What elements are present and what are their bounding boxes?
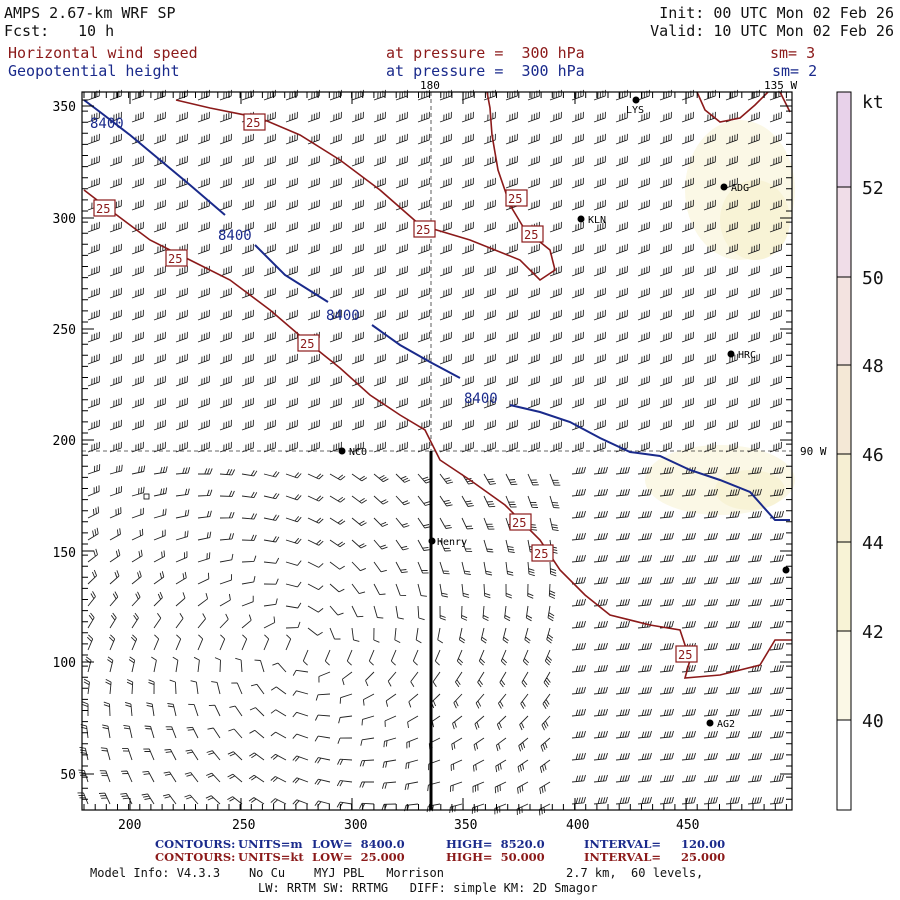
speed-label-9: 25 <box>531 544 554 562</box>
footer-c2-high: HIGH= 50.000 <box>446 850 545 864</box>
station-henry: Henry <box>437 537 467 548</box>
colorbar-label-40: 40 <box>862 711 884 732</box>
footer-physics: LW: RRTM SW: RRTMG DIFF: simple KM: 2D S… <box>258 881 598 895</box>
svg-text:25: 25 <box>300 337 314 351</box>
footer-c1-units: UNITS=m <box>238 837 303 851</box>
x-tick-450: 450 <box>676 818 699 833</box>
lon-label-135w: 135 W <box>764 79 797 92</box>
forecast-label: Fcst: <box>4 22 50 40</box>
wind-barbs <box>77 89 784 816</box>
x-tick-400: 400 <box>566 818 589 833</box>
x-axis-labels: 200 250 300 350 400 450 <box>118 818 699 833</box>
height-label-4: 8400 <box>464 391 498 407</box>
speed-label-2: 25 <box>93 199 116 217</box>
speed-label-8: 25 <box>509 513 532 531</box>
y-tick-200: 200 <box>53 434 76 449</box>
y-tick-150: 150 <box>53 546 76 561</box>
y-tick-250: 250 <box>53 323 76 338</box>
svg-text:25: 25 <box>512 516 526 530</box>
x-tick-350: 350 <box>454 818 477 833</box>
svg-text:25: 25 <box>534 547 548 561</box>
init-time: Init: 00 UTC Mon 02 Feb 26 <box>659 4 894 22</box>
y-tick-50: 50 <box>60 768 76 783</box>
svg-text:25: 25 <box>678 648 692 662</box>
colorbar-label-42: 42 <box>862 622 884 643</box>
height-label-3: 8400 <box>326 308 360 324</box>
lon-label-180: 180 <box>420 79 440 92</box>
footer-c1-label: CONTOURS: <box>155 837 236 851</box>
speed-label-5: 25 <box>521 225 544 243</box>
axis-ticks <box>82 92 792 810</box>
footer-c1-high: HIGH= 8520.0 <box>446 837 545 851</box>
speed-label-4: 25 <box>505 189 528 207</box>
speed-label-10: 25 <box>675 645 698 663</box>
svg-text:25: 25 <box>168 252 182 266</box>
colorbar: kt 52 50 48 46 44 42 40 <box>836 91 884 811</box>
field1-level: at pressure = 300 hPa <box>386 44 585 62</box>
svg-text:25: 25 <box>96 202 110 216</box>
speed-label-1: 25 <box>243 113 266 131</box>
x-tick-200: 200 <box>118 818 141 833</box>
station-lys: LYS <box>626 105 644 116</box>
svg-text:25: 25 <box>246 116 260 130</box>
y-axis-labels: 50 100 150 200 250 300 350 <box>53 100 76 783</box>
colorbar-label-44: 44 <box>862 533 884 554</box>
y-tick-350: 350 <box>53 100 76 115</box>
small-marker <box>143 493 150 500</box>
wind-barb-field <box>77 89 784 816</box>
colorbar-label-52: 52 <box>862 178 884 199</box>
height-contour-labels: 8400 8400 8400 8400 <box>90 116 498 407</box>
speed-label-7: 25 <box>297 334 320 352</box>
station-hrc: HRC <box>738 350 756 361</box>
map-frame <box>81 91 793 811</box>
footer-grid-info: 2.7 km, 60 levels, <box>566 866 704 880</box>
lon-label-90w: 90 W <box>800 445 827 458</box>
stations <box>338 96 790 727</box>
footer-c1-low: LOW= 8400.0 <box>312 837 405 851</box>
station-kln: KLN <box>588 215 606 226</box>
footer-c2-units: UNITS=kt <box>238 850 304 864</box>
forecast-hour: 10 h <box>78 22 115 40</box>
speed-label-6: 25 <box>165 249 188 267</box>
y-tick-300: 300 <box>53 212 76 227</box>
field2-name: Geopotential height <box>8 62 180 80</box>
tick-marks <box>82 92 792 810</box>
x-tick-300: 300 <box>344 818 367 833</box>
height-contour-8400 <box>83 99 790 521</box>
station-ag2: AG2 <box>717 719 735 730</box>
station-adg: ADG <box>731 183 749 194</box>
colorbar-label-46: 46 <box>862 445 884 466</box>
height-label-1: 8400 <box>90 116 124 132</box>
valid-time: Valid: 10 UTC Mon 02 Feb 26 <box>650 22 894 40</box>
height-label-2: 8400 <box>218 228 252 244</box>
field1-smoothing: sm= 3 <box>770 44 816 62</box>
field1-name: Horizontal wind speed <box>8 44 198 62</box>
colorbar-unit: kt <box>862 92 884 113</box>
speed-label-3: 25 <box>413 220 436 238</box>
svg-text:25: 25 <box>524 228 538 242</box>
x-tick-250: 250 <box>232 818 255 833</box>
speed-contour-25 <box>83 91 792 679</box>
footer-c1-interval: INTERVAL= 120.00 <box>584 837 726 851</box>
field2-level: at pressure = 300 hPa <box>386 62 585 80</box>
svg-text:25: 25 <box>416 223 430 237</box>
footer-c2-low: LOW= 25.000 <box>312 850 405 864</box>
y-tick-100: 100 <box>53 656 76 671</box>
station-nco: NCO <box>349 447 367 458</box>
footer-c2-interval: INTERVAL= 25.000 <box>584 850 726 864</box>
svg-text:25: 25 <box>508 192 522 206</box>
speed-contour-labels: 25 25 25 25 25 25 25 25 25 25 <box>93 113 698 663</box>
footer-c2-label: CONTOURS: <box>155 850 236 864</box>
model-title: AMPS 2.67-km WRF SP <box>4 4 176 22</box>
footer-model-info: Model Info: V4.3.3 No Cu MYJ PBL Morriso… <box>90 866 445 880</box>
colorbar-label-48: 48 <box>862 356 884 377</box>
field2-smoothing: sm= 2 <box>772 62 818 80</box>
colorbar-label-50: 50 <box>862 268 884 289</box>
